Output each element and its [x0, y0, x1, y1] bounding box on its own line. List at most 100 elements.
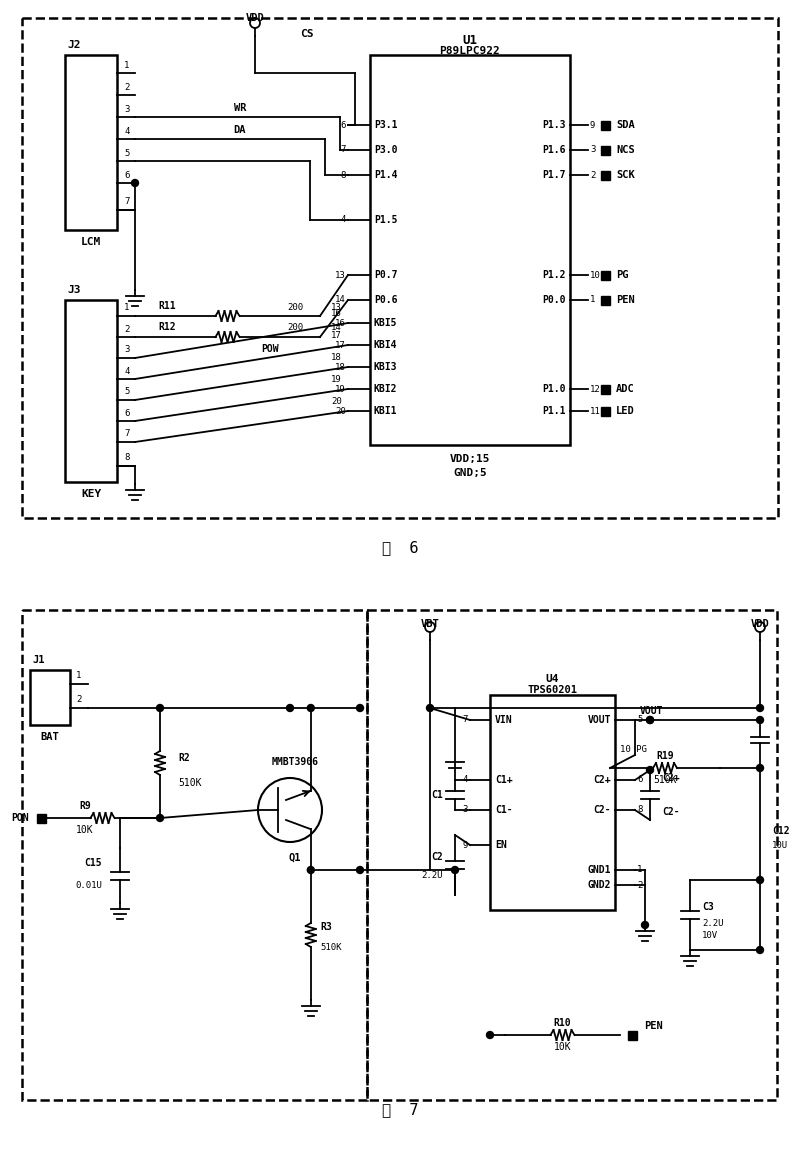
Text: C2: C2: [431, 852, 443, 862]
Text: PEN: PEN: [644, 1021, 662, 1032]
Text: 10 PG: 10 PG: [620, 745, 647, 755]
Text: 20: 20: [331, 398, 342, 407]
Text: C1+: C1+: [495, 775, 513, 785]
Text: MMBT3906: MMBT3906: [271, 757, 318, 768]
Text: 10U: 10U: [772, 841, 788, 850]
Text: J1: J1: [32, 655, 45, 665]
Text: 6: 6: [637, 776, 642, 785]
Text: P1.3: P1.3: [542, 120, 566, 130]
Text: NCS: NCS: [616, 145, 634, 155]
Text: C2+: C2+: [662, 773, 680, 783]
Text: 4: 4: [462, 776, 468, 785]
Text: 1: 1: [124, 304, 130, 313]
Text: 8: 8: [341, 171, 346, 179]
Text: 19: 19: [331, 376, 342, 385]
Text: R11: R11: [158, 301, 176, 311]
Text: P1.0: P1.0: [542, 384, 566, 394]
Text: VDD;15: VDD;15: [450, 454, 490, 464]
Text: 11: 11: [590, 407, 601, 415]
Text: 3: 3: [590, 145, 595, 155]
Text: C15: C15: [84, 858, 102, 868]
Text: Q1: Q1: [289, 852, 302, 863]
Text: 2.2U: 2.2U: [702, 919, 723, 928]
Text: 200: 200: [287, 323, 303, 333]
Text: C1: C1: [431, 790, 443, 800]
Text: 4: 4: [124, 366, 130, 376]
Text: U1: U1: [462, 35, 478, 48]
Text: P1.7: P1.7: [542, 170, 566, 180]
Circle shape: [486, 1032, 494, 1039]
Text: SCK: SCK: [616, 170, 634, 180]
Bar: [367, 611, 777, 1100]
Text: 1: 1: [124, 60, 130, 70]
Text: 510K: 510K: [654, 775, 677, 785]
Bar: [65, 55, 117, 230]
Text: 18: 18: [335, 363, 346, 371]
Circle shape: [757, 764, 763, 771]
Text: 4: 4: [124, 127, 130, 136]
Circle shape: [157, 814, 163, 821]
Text: 2: 2: [76, 695, 82, 705]
Text: C2+: C2+: [594, 775, 611, 785]
Text: R10: R10: [554, 1018, 571, 1028]
Text: 4: 4: [341, 215, 346, 224]
Text: 18: 18: [331, 354, 342, 363]
Text: U4: U4: [546, 675, 559, 684]
Text: P1.5: P1.5: [374, 215, 398, 224]
Text: VOUT: VOUT: [640, 706, 663, 716]
Text: P89LPC922: P89LPC922: [440, 47, 500, 56]
Text: 2: 2: [637, 880, 642, 890]
Text: KBI2: KBI2: [374, 384, 398, 394]
Text: C12: C12: [772, 827, 790, 836]
Text: GND2: GND2: [587, 880, 611, 890]
Text: 510K: 510K: [178, 778, 202, 789]
Text: P1.1: P1.1: [542, 406, 566, 416]
Bar: [22, 17, 778, 518]
Text: 20: 20: [335, 407, 346, 415]
Text: J3: J3: [67, 285, 81, 295]
Text: GND1: GND1: [587, 865, 611, 875]
Bar: [601, 295, 610, 305]
Text: KEY: KEY: [81, 488, 101, 499]
Text: 10V: 10V: [702, 930, 718, 940]
Text: SDA: SDA: [616, 120, 634, 130]
Text: P0.7: P0.7: [374, 270, 398, 280]
Text: BAT: BAT: [41, 732, 59, 742]
Bar: [490, 695, 615, 909]
Text: R2: R2: [178, 752, 190, 763]
Circle shape: [642, 921, 649, 928]
Text: 1: 1: [76, 671, 82, 680]
Text: 10K: 10K: [554, 1042, 571, 1053]
Circle shape: [451, 866, 458, 873]
Circle shape: [757, 947, 763, 954]
Text: P0.0: P0.0: [542, 295, 566, 305]
Text: 14: 14: [335, 295, 346, 305]
Circle shape: [426, 705, 434, 712]
Circle shape: [646, 766, 654, 773]
Text: GND;5: GND;5: [453, 468, 487, 478]
Text: 图  7: 图 7: [382, 1103, 418, 1118]
Text: 13: 13: [335, 271, 346, 279]
Bar: [601, 171, 610, 179]
Text: 3: 3: [462, 806, 468, 814]
Text: 10K: 10K: [76, 825, 94, 835]
Circle shape: [157, 705, 163, 712]
Text: PG: PG: [616, 270, 629, 280]
Text: R12: R12: [158, 322, 176, 331]
Text: WR: WR: [234, 104, 246, 113]
Text: P1.4: P1.4: [374, 170, 398, 180]
Text: KBI4: KBI4: [374, 340, 398, 350]
Text: R3: R3: [321, 922, 333, 932]
Text: 10: 10: [590, 271, 601, 279]
Text: C1-: C1-: [495, 805, 513, 815]
Text: VOUT: VOUT: [587, 715, 611, 725]
Text: 12: 12: [590, 385, 601, 393]
Text: 9: 9: [462, 841, 468, 849]
Text: 0.01U: 0.01U: [75, 882, 102, 891]
Text: 6: 6: [124, 408, 130, 418]
Bar: [627, 1030, 637, 1040]
Text: 2.2U: 2.2U: [422, 870, 443, 879]
Text: P3.1: P3.1: [374, 120, 398, 130]
Bar: [601, 407, 610, 415]
Text: 13: 13: [331, 302, 342, 312]
